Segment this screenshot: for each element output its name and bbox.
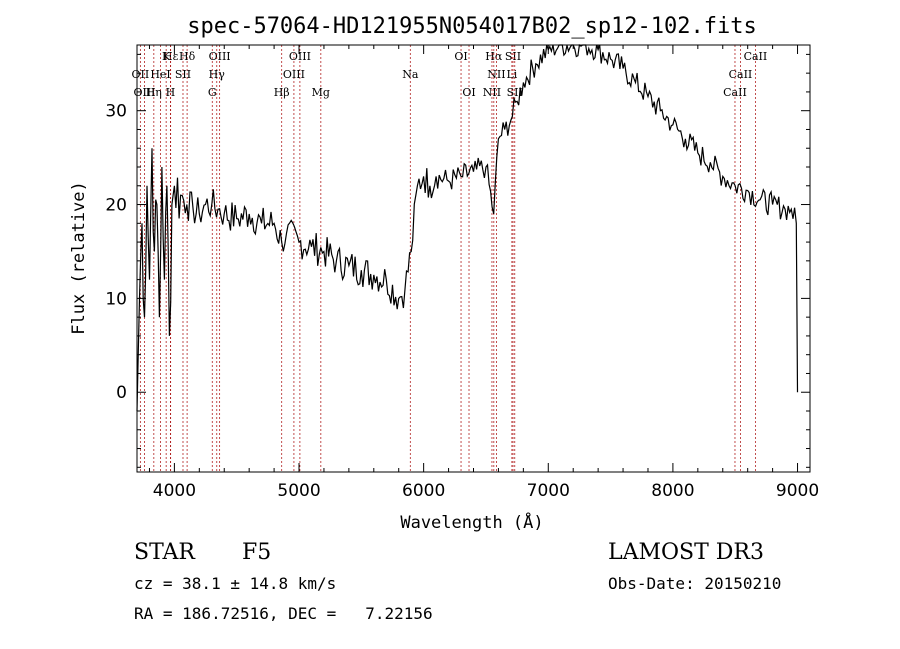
spectral-line-label: NII [487, 68, 505, 81]
spectral-line-label: Hγ [209, 68, 226, 81]
object-class: STAR [134, 540, 195, 565]
x-tick-label: 7000 [527, 481, 570, 501]
spectral-line-label: OIII [289, 50, 311, 63]
x-tick-label: 8000 [651, 481, 694, 501]
plot-frame [136, 44, 811, 473]
coordinates: RA = 186.72516, DEC = 7.22156 [134, 604, 433, 623]
y-axis-label: Flux (relative) [69, 181, 89, 335]
spectral-line-label: G [208, 86, 217, 99]
survey-name: LAMOST DR3 [608, 540, 764, 565]
spectral-line-label: CaII [744, 50, 768, 63]
x-axis-label: Wavelength (Å) [400, 511, 543, 533]
spectral-line-label: CaII [723, 86, 747, 99]
spectral-line-label: Hη [146, 86, 162, 99]
spectral-line-label: H [166, 86, 176, 99]
spectral-line-label: Na [402, 68, 419, 81]
x-tick-label: 5000 [277, 481, 320, 501]
axis-ticks: 4000 5000 6000 7000 8000 9000 0 10 20 30 [105, 45, 819, 501]
chart-title: spec-57064-HD121955N054017B02_sp12-102.f… [187, 14, 757, 39]
x-tick-label: 6000 [402, 481, 445, 501]
spectral-line-label: CaII [729, 68, 753, 81]
y-tick-label: 30 [105, 102, 127, 122]
spectral-line-label: K [162, 50, 171, 63]
spectral-line-label: Hδ [179, 50, 196, 63]
x-tick-label: 9000 [776, 481, 819, 501]
spectral-line-label: SII [507, 86, 523, 99]
spectral-line-label: NII [483, 86, 501, 99]
velocity: cz = 38.1 ± 14.8 km/s [134, 574, 337, 593]
spectral-line-label: OI [454, 50, 467, 63]
spectral-line-label: OIII [133, 86, 155, 99]
spectral-line-label: OI [462, 86, 475, 99]
spectrum-line [136, 43, 799, 412]
spectral-line-label: SII [175, 68, 191, 81]
spectral-line-label: OII [132, 68, 150, 81]
x-tick-label: 4000 [153, 481, 196, 501]
obs-date: Obs-Date: 20150210 [608, 574, 782, 593]
y-tick-label: 0 [116, 383, 127, 403]
spectral-line-label: HeI [150, 68, 170, 81]
spectral-line-label: Mg [312, 86, 330, 99]
y-tick-label: 10 [105, 289, 127, 309]
spectral-line-label: Li [506, 68, 517, 81]
subclass: F5 [242, 540, 272, 565]
spectral-line-label: OIII [283, 68, 305, 81]
spectral-line-label: Hα [485, 50, 503, 63]
spectral-line-label: OIII [209, 50, 231, 63]
y-tick-label: 20 [105, 196, 127, 216]
spectral-line-label: SII [505, 50, 521, 63]
spectral-line-label: Hβ [274, 86, 290, 99]
